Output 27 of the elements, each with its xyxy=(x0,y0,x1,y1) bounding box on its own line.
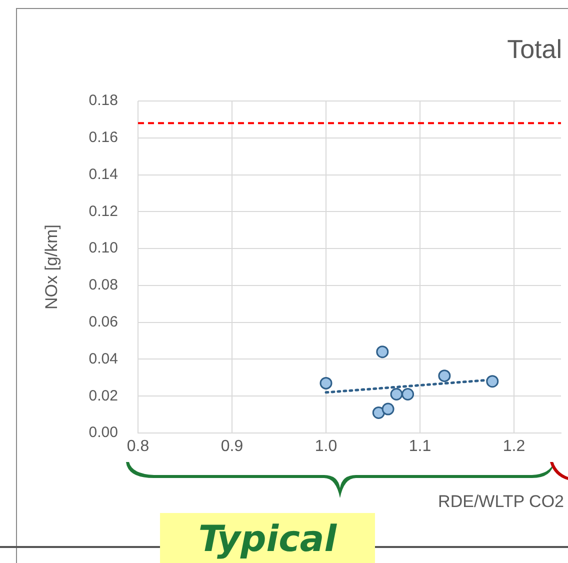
y-tick-label: 0.00 xyxy=(88,424,118,442)
y-tick-label: 0.10 xyxy=(88,240,118,257)
chart-title: Total xyxy=(507,34,562,65)
y-tick-label: 0.08 xyxy=(88,276,118,294)
point xyxy=(438,370,451,382)
point xyxy=(376,346,389,358)
y-tick-label: 0.18 xyxy=(88,92,118,110)
y-tick-label: 0.14 xyxy=(88,166,118,183)
x-tick-label: 1.0 xyxy=(314,438,338,456)
y-tick-label: 0.12 xyxy=(88,202,118,220)
x-tick-label: 0.9 xyxy=(220,438,244,456)
point xyxy=(382,402,394,416)
y-tick-label: 0.02 xyxy=(88,387,118,404)
y-tick-label: 0.04 xyxy=(88,350,118,368)
point xyxy=(486,375,499,388)
point xyxy=(320,376,332,390)
x-tick-label: 1.1 xyxy=(408,438,432,456)
x-axis-title: RDE/WLTP CO2 xyxy=(438,492,564,512)
y-tick-label: 0.06 xyxy=(88,313,118,330)
point xyxy=(372,406,385,419)
text: Typical xyxy=(160,513,375,563)
y-tick-label: 0.16 xyxy=(88,129,118,146)
x-tick-label: 0.8 xyxy=(126,438,150,456)
point xyxy=(402,388,414,401)
x-tick-label: 1.2 xyxy=(502,438,526,456)
y-axis-title: NOx [g/km] xyxy=(42,224,61,310)
point xyxy=(390,388,403,401)
